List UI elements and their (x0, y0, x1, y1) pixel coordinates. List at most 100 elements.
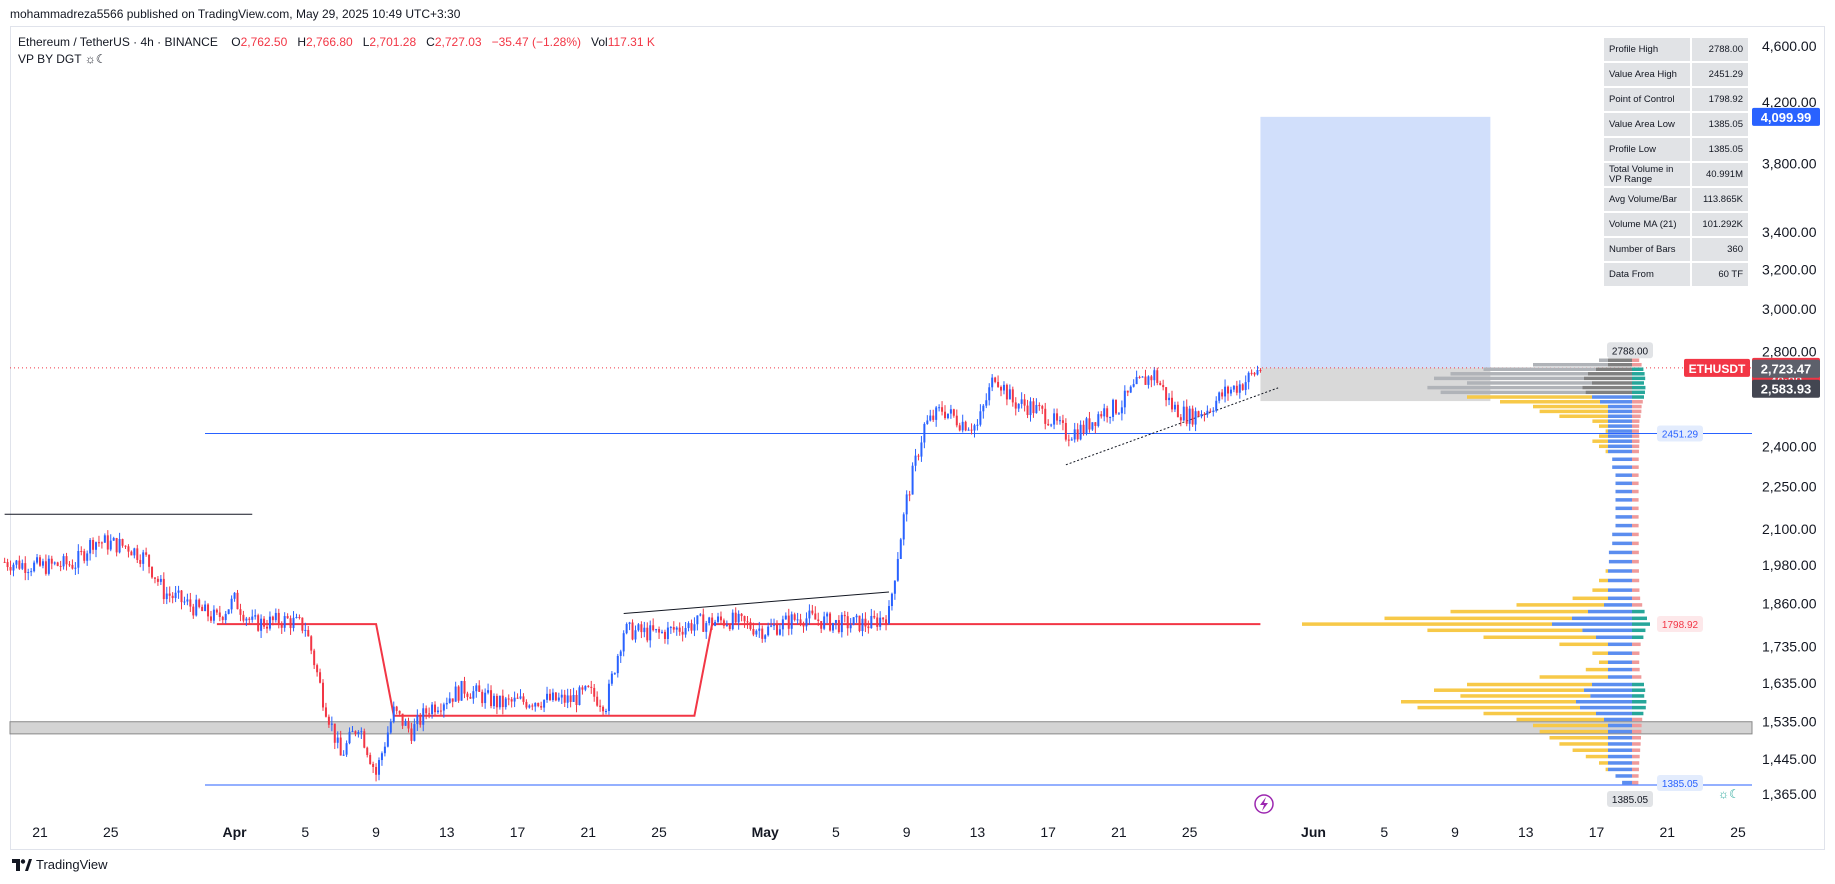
candle-body (6, 562, 9, 568)
volume-profile-bar-delta (1584, 688, 1632, 692)
support-zone[interactable] (9, 721, 1753, 735)
candle-body (926, 420, 929, 424)
stats-value: 360 (1692, 238, 1748, 261)
candle-body (793, 614, 796, 620)
volume-profile-bar (1450, 609, 1588, 614)
candle-body (1168, 397, 1171, 401)
y-axis-tick-label: 3,000.00 (1762, 301, 1817, 317)
profile-low-tag: 1385.05 (1612, 795, 1649, 806)
candle-body (826, 613, 829, 617)
target-box[interactable] (1260, 116, 1491, 368)
candle-body (363, 731, 366, 748)
stats-label: Data From (1604, 263, 1690, 286)
candle-body (1053, 413, 1056, 425)
x-axis-tick-label: 17 (1040, 824, 1056, 840)
low-value: 2,701.28 (369, 35, 417, 49)
candle-body (1212, 410, 1215, 412)
candle-body (436, 710, 439, 713)
candle-body (581, 687, 584, 690)
candle-body (590, 686, 593, 688)
volume-profile-bar (1585, 754, 1608, 759)
candle-body (251, 616, 254, 620)
candle-body (563, 694, 566, 703)
volume-profile-bar-delta (1615, 774, 1632, 778)
trendline[interactable] (623, 591, 890, 615)
candle-body (366, 747, 369, 755)
lightning-event-icon[interactable] (1254, 794, 1274, 814)
volume-profile-bar (1599, 660, 1608, 665)
candle-body (145, 552, 148, 555)
volume-profile-bar (1592, 651, 1608, 655)
candle-body (725, 625, 728, 627)
candle-body (378, 760, 381, 775)
candle-body (1209, 410, 1212, 412)
candle-body (1147, 376, 1150, 385)
volume-profile-side-bar (1632, 711, 1644, 716)
trendline[interactable] (1065, 387, 1279, 466)
candle-body (1256, 370, 1259, 375)
candle-body (165, 593, 168, 600)
candle-body (1076, 429, 1079, 440)
candle-body (425, 708, 428, 714)
x-axis-tick-label: 9 (903, 824, 911, 840)
candle-body (490, 690, 493, 707)
candle-body (1179, 417, 1182, 421)
candle-body (976, 424, 979, 426)
candle-body (404, 720, 407, 726)
y-axis-tick-label: 1,535.00 (1762, 714, 1817, 730)
stats-label: Avg Volume/Bar (1604, 188, 1690, 211)
candle-body (268, 616, 271, 629)
symbol-title[interactable]: Ethereum / TetherUS · 4h · BINANCE (18, 35, 218, 49)
profile-high-tag: 2788.00 (1612, 346, 1649, 357)
indicator-legend[interactable]: VP BY DGT ☼☾ (18, 52, 107, 66)
candle-body (298, 616, 301, 618)
candle-body (413, 724, 416, 741)
volume-profile-side-bar (1632, 424, 1640, 428)
candle-body (605, 711, 607, 713)
volume-profile-bar-delta (1582, 628, 1632, 633)
candle-body (472, 691, 475, 699)
candle-body (124, 545, 127, 547)
volume-profile-side-bar (1632, 761, 1640, 765)
candle-body (186, 599, 189, 602)
candle-body (1176, 404, 1179, 418)
volume-profile-bar-delta (1608, 362, 1632, 367)
volume-profile-bar (1401, 699, 1576, 704)
candle-body (870, 615, 873, 629)
volume-profile-side-bar (1632, 506, 1639, 511)
candle-body (360, 731, 363, 733)
candle-body (752, 629, 755, 635)
candle-body (722, 620, 725, 626)
candle-body (811, 610, 814, 614)
candle-body (319, 672, 322, 683)
volume-profile-bar (1483, 711, 1596, 716)
candle-body (324, 707, 327, 717)
stats-row: Profile High 2788.00 (1604, 38, 1748, 61)
candle-body (882, 617, 885, 620)
high-key: H (297, 35, 306, 49)
candle-body (386, 732, 389, 747)
candle-body (513, 697, 516, 702)
candle-body (808, 610, 811, 619)
candle-body (248, 618, 251, 620)
candle-body (227, 609, 230, 614)
candle-body (36, 557, 39, 563)
lightning-bolt-icon (1260, 797, 1268, 811)
volume-profile-bar-delta (1608, 742, 1632, 746)
symbol-legend: Ethereum / TetherUS · 4h · BINANCE O2,76… (18, 35, 655, 49)
candle-body (593, 687, 596, 697)
candle-body (416, 715, 419, 725)
candle-body (1215, 400, 1218, 411)
footer-brand[interactable]: TradingView (12, 857, 108, 872)
poc-step-line[interactable] (216, 623, 1261, 717)
candle-body (1235, 385, 1238, 393)
volume-profile-bar-delta (1608, 434, 1632, 438)
volume-profile-bar-delta (1596, 367, 1632, 371)
chart-frame (10, 26, 1825, 850)
candle-body (920, 442, 923, 457)
candle-body (316, 665, 319, 673)
candle-body (1038, 404, 1041, 407)
candle-body (696, 615, 699, 625)
candle-body (1247, 372, 1250, 383)
